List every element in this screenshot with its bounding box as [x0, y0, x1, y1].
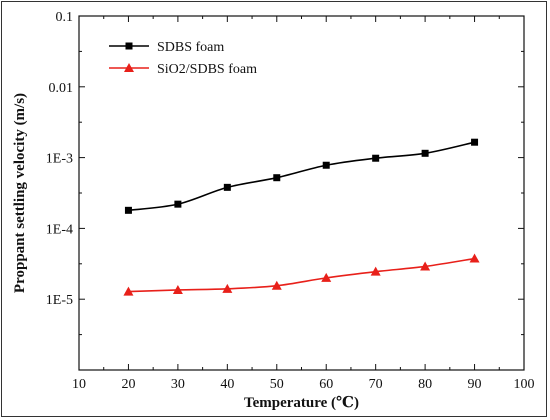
- data-point: [123, 286, 134, 296]
- x-tick-label: 30: [171, 377, 185, 392]
- x-tick-label: 10: [72, 377, 86, 392]
- series-line: [128, 141, 475, 212]
- series-layer: [123, 138, 480, 296]
- legend-item: SDBS foam: [109, 40, 224, 55]
- data-point: [174, 200, 182, 208]
- x-axis-title: Temperature (℃): [244, 395, 359, 411]
- data-point: [372, 154, 380, 162]
- x-tick-label: 60: [319, 377, 333, 392]
- x-tick-label: 50: [270, 377, 284, 392]
- y-tick-label: 1E-5: [46, 293, 73, 308]
- y-tick-label: 1E-3: [46, 152, 73, 167]
- series-sio2-sdbs-foam: [123, 253, 480, 296]
- legend-marker: [124, 63, 134, 72]
- data-point: [469, 253, 480, 263]
- plot-area: [78, 15, 525, 371]
- x-tick-label: 90: [468, 377, 482, 392]
- data-point: [172, 284, 183, 294]
- data-point: [273, 174, 281, 182]
- data-point: [223, 183, 231, 191]
- series-line: [128, 257, 475, 293]
- x-axis-ticks: 10 20 30 40 50 60 70 80 90 100: [72, 16, 535, 392]
- legend: SDBS foam SiO2/SDBS foam: [109, 40, 257, 77]
- data-point: [421, 149, 429, 157]
- y-tick-label: 0.01: [49, 81, 74, 96]
- data-point: [124, 206, 132, 214]
- data-point: [471, 138, 479, 146]
- y-tick-label: 1E-4: [46, 222, 73, 237]
- legend-item: SiO2/SDBS foam: [109, 62, 257, 77]
- x-tick-label: 100: [514, 377, 535, 392]
- data-point: [322, 161, 330, 169]
- y-axis-title: Proppant settling velocity (m/s): [12, 93, 28, 293]
- y-axis-ticks: 1E-5 1E-4 1E-3 0.01 0.1: [46, 10, 524, 336]
- x-tick-label: 80: [418, 377, 432, 392]
- x-tick-label: 70: [369, 377, 383, 392]
- x-tick-label: 20: [121, 377, 135, 392]
- legend-label: SDBS foam: [157, 40, 224, 55]
- data-point: [321, 272, 332, 282]
- data-point: [420, 261, 431, 271]
- x-tick-label: 40: [220, 377, 234, 392]
- legend-label: SiO2/SDBS foam: [157, 62, 257, 77]
- data-point: [222, 283, 233, 293]
- legend-marker: [125, 42, 133, 50]
- data-point: [271, 280, 282, 290]
- plot-border: [78, 15, 525, 371]
- series-sdbs-foam: [124, 138, 479, 214]
- data-point: [370, 266, 381, 276]
- y-tick-label: 0.1: [56, 10, 74, 25]
